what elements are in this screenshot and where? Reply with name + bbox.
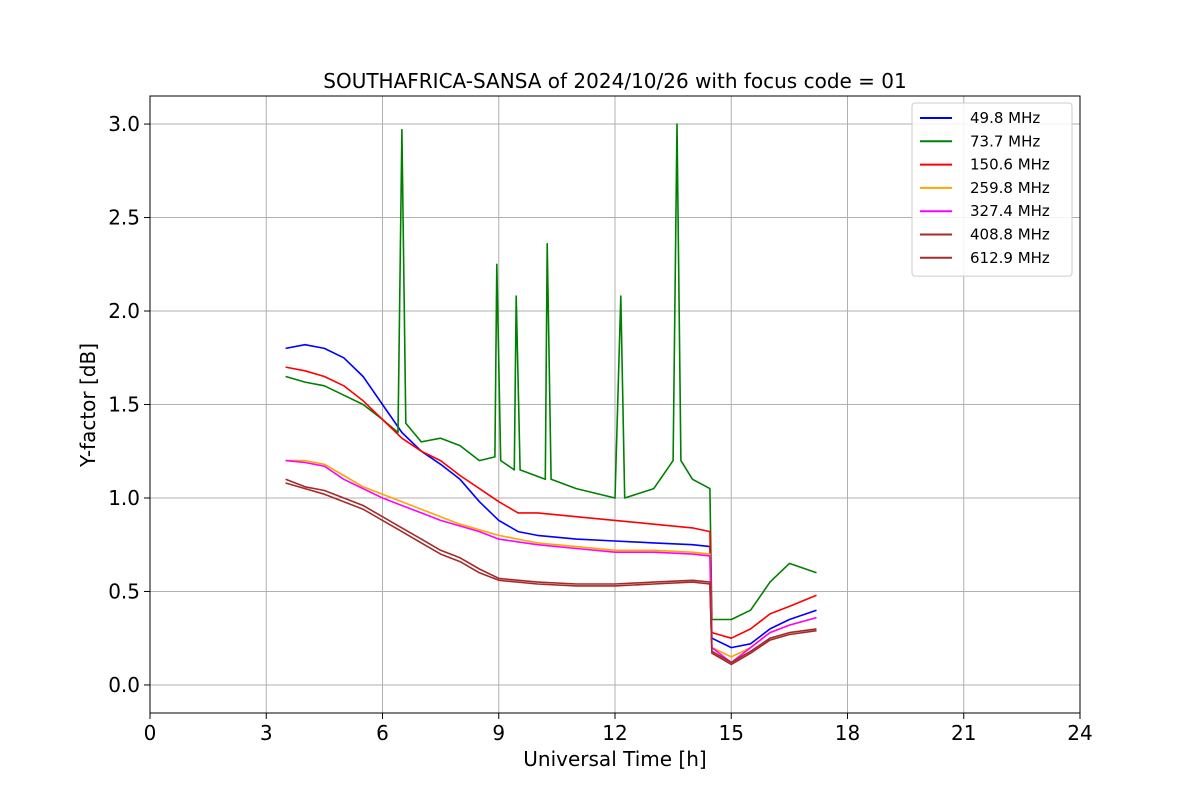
x-tick-label: 15 xyxy=(719,721,744,745)
x-axis: 0 3 6 9 12 15 18 21 24 xyxy=(144,713,1093,745)
y-tick-label: 0.0 xyxy=(108,673,140,697)
series-group xyxy=(285,123,817,666)
series-line-6 xyxy=(285,482,817,666)
x-tick-label: 6 xyxy=(376,721,389,745)
y-axis-label: Y-factor [dB] xyxy=(76,343,100,468)
legend-label: 150.6 MHz xyxy=(970,156,1050,174)
y-tick-label: 1.0 xyxy=(108,486,140,510)
legend-label: 73.7 MHz xyxy=(970,132,1040,150)
legend-label: 49.8 MHz xyxy=(970,109,1040,127)
legend: 49.8 MHz 73.7 MHz 150.6 MHz 259.8 MHz 32… xyxy=(911,102,1073,277)
x-tick-label: 24 xyxy=(1067,721,1092,745)
y-tick-label: 0.5 xyxy=(108,579,140,603)
y-tick-label: 2.0 xyxy=(108,299,140,323)
y-tick-label: 3.0 xyxy=(108,112,140,136)
legend-label: 408.8 MHz xyxy=(970,226,1050,244)
x-tick-label: 21 xyxy=(951,721,976,745)
series-line-0 xyxy=(285,343,817,649)
x-tick-label: 3 xyxy=(260,721,273,745)
x-axis-label: Universal Time [h] xyxy=(523,747,706,771)
y-axis: 0.0 0.5 1.0 1.5 2.0 2.5 3.0 xyxy=(108,112,150,697)
chart-title: SOUTHAFRICA-SANSA of 2024/10/26 with foc… xyxy=(323,69,907,93)
series-line-2 xyxy=(285,366,817,639)
series-line-5 xyxy=(285,478,817,664)
series-line-1 xyxy=(285,123,817,621)
y-tick-label: 1.5 xyxy=(108,393,140,417)
series-line-3 xyxy=(285,459,817,658)
x-tick-label: 0 xyxy=(144,721,157,745)
legend-label: 327.4 MHz xyxy=(970,202,1050,220)
y-tick-label: 2.5 xyxy=(108,206,140,230)
legend-label: 259.8 MHz xyxy=(970,179,1050,197)
x-tick-label: 12 xyxy=(602,721,627,745)
x-tick-label: 9 xyxy=(492,721,505,745)
legend-label: 612.9 MHz xyxy=(970,249,1050,267)
x-tick-label: 18 xyxy=(835,721,860,745)
legend-box xyxy=(911,102,1073,277)
